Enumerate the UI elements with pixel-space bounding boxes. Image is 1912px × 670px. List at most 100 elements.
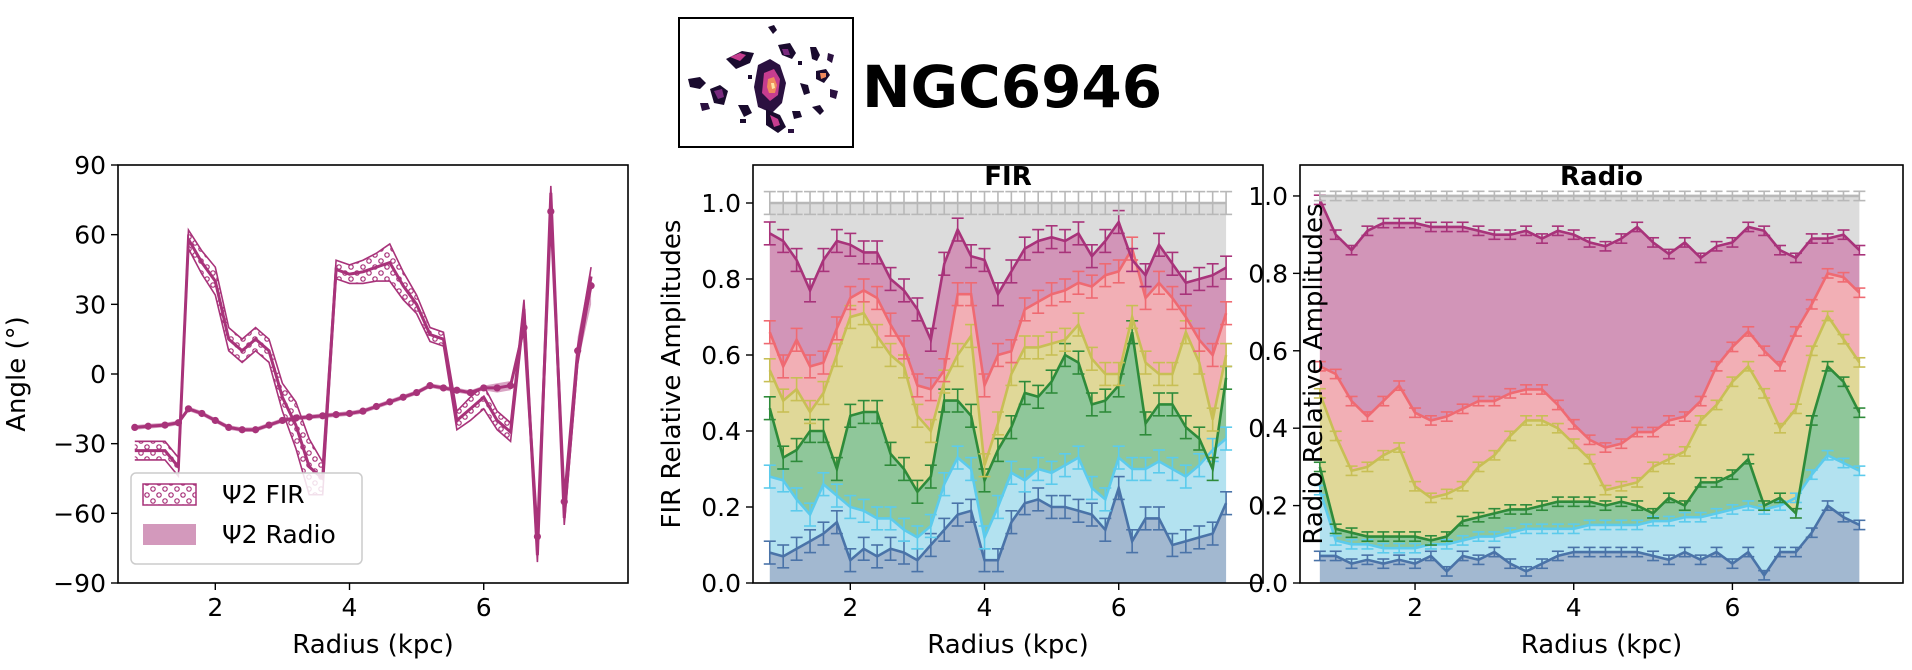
errorbars-m5 — [763, 209, 1233, 353]
y-tick-label: 0.6 — [1248, 337, 1288, 366]
fir-panel: FIR 2 4 6 0.0 0.2 0.4 0.6 0.8 1.0 Radius (kpc) FIR … — [657, 162, 1264, 660]
legend-label-radio: Ψ2 Radio — [222, 520, 336, 549]
area-m3 — [1319, 315, 1860, 541]
psi2-radio-point — [161, 421, 169, 429]
x-tick-label: 2 — [842, 593, 858, 622]
axes-frame — [1299, 164, 1904, 584]
x-tick-label: 6 — [1724, 593, 1740, 622]
y-tick-label: 0.2 — [701, 493, 741, 522]
psi2-radio-point — [332, 411, 340, 419]
x-tick-label: 4 — [342, 593, 358, 622]
y-axis-label: FIR Relative Amplitudes — [657, 220, 687, 529]
errorbars-m3 — [1313, 310, 1866, 504]
psi2-radio-point — [506, 382, 515, 390]
y-tick-label: 30 — [74, 290, 106, 319]
psi2-radio-point — [413, 388, 421, 397]
legend-swatch-radio — [143, 524, 196, 545]
x-axis-label: Radius (kpc) — [292, 630, 454, 660]
y-tick-label: 60 — [74, 221, 106, 250]
x-tick-label: 4 — [977, 593, 993, 622]
x-axis-ticks: 2 4 6 — [207, 583, 492, 622]
psi2-radio-point — [131, 423, 139, 432]
y-axis-label: Radio Relative Amplitudes — [1299, 203, 1329, 544]
psi2-radio-point — [426, 382, 434, 390]
legend-swatch-fir — [142, 483, 197, 506]
errorbars-m1 — [763, 426, 1233, 550]
psi2-radio-point — [319, 412, 327, 420]
psi2-radio-point — [533, 532, 542, 541]
errorbars-rest — [763, 190, 1233, 216]
y-tick-label: 1.0 — [701, 189, 741, 218]
y-tick-label: 0.0 — [1248, 569, 1288, 598]
psi2-radio-point — [305, 413, 313, 421]
x-tick-label: 4 — [1566, 593, 1582, 622]
angle-panel: Ψ2 FIR Ψ2 Radio 2 4 6 −90 −60 −30 0 30 60 90 Radius … — [2, 151, 629, 660]
errorbars-rest — [1313, 190, 1866, 202]
galaxy-title: NGC6946 — [862, 53, 1163, 121]
area-rest — [769, 203, 1227, 340]
area-m1 — [1319, 455, 1860, 576]
psi2-radio-point — [278, 416, 287, 425]
psi2-radio-point — [493, 384, 501, 392]
y-tick-label: 0 — [90, 360, 106, 389]
area-m1 — [769, 438, 1227, 561]
plot-area — [763, 190, 1233, 583]
psi2-fir-line — [134, 192, 593, 556]
psi2-radio-point — [174, 419, 182, 427]
psi2-radio-point — [547, 207, 555, 216]
errorbars-m4 — [763, 236, 1233, 402]
psi2-radio-point — [480, 384, 488, 392]
psi2-radio-point — [184, 405, 193, 413]
x-axis-ticks: 2 4 6 — [842, 583, 1127, 622]
stacked-lines — [763, 190, 1233, 573]
plot-area — [131, 185, 595, 563]
psi2-radio-point — [345, 409, 354, 418]
x-tick-label: 2 — [207, 593, 223, 622]
psi2-radio-point — [238, 426, 246, 434]
area-m4 — [1319, 273, 1860, 498]
stacked-lines — [1313, 190, 1866, 581]
y-tick-label: 0.8 — [701, 265, 741, 294]
psi2-radio-point — [265, 421, 273, 429]
y-tick-label: 0.4 — [1248, 414, 1288, 443]
y-tick-label: 1.0 — [1248, 182, 1288, 211]
errorbars-m4 — [1313, 267, 1866, 453]
psi2-radio-point — [574, 347, 582, 355]
x-tick-label: 6 — [1111, 593, 1127, 622]
psi2-radio-point — [292, 414, 300, 422]
y-tick-label: 0.0 — [701, 569, 741, 598]
psi2-radio-point — [466, 388, 474, 397]
galaxy-thumbnail — [678, 17, 854, 148]
psi2-radio-point — [144, 422, 152, 430]
psi2-radio-point — [439, 384, 448, 392]
panel-title: FIR — [984, 162, 1031, 192]
galaxy-thumbnail-image — [688, 25, 838, 133]
errorbars-m5 — [1313, 194, 1866, 264]
psi2-radio-point — [198, 409, 206, 418]
psi2-radio-point — [211, 416, 219, 425]
psi2-radio-point — [359, 407, 367, 415]
psi2-radio-point — [386, 398, 394, 406]
psi2-radio-point — [560, 498, 568, 506]
errorbars-m2 — [1313, 360, 1866, 546]
radio-panel: Radio 2 4 6 0.0 0.2 0.4 0.6 0.8 1.0 Radius (kpc) Ra… — [1248, 162, 1904, 660]
y-tick-label: 0.6 — [701, 341, 741, 370]
panel-title: Radio — [1560, 162, 1643, 192]
psi2-radio-point — [372, 402, 380, 411]
psi2-radio-point — [399, 393, 407, 401]
psi2-radio-point — [251, 426, 260, 434]
psi2-fir-band — [134, 185, 592, 563]
errorbars-m0 — [1313, 500, 1866, 581]
y-axis-ticks: 0.0 0.2 0.4 0.6 0.8 1.0 — [1248, 182, 1300, 598]
area-m5 — [1319, 199, 1860, 448]
psi2-radio-point — [453, 386, 461, 394]
y-axis-label: Angle (°) — [2, 316, 32, 432]
x-tick-label: 2 — [1407, 593, 1423, 622]
y-tick-label: 0.4 — [701, 417, 741, 446]
y-tick-label: 90 — [74, 151, 106, 180]
plot-area — [1313, 190, 1866, 583]
area-m2 — [1319, 366, 1860, 549]
x-axis-label: Radius (kpc) — [927, 630, 1089, 660]
y-axis-ticks: −90 −60 −30 0 30 60 90 — [53, 151, 118, 598]
